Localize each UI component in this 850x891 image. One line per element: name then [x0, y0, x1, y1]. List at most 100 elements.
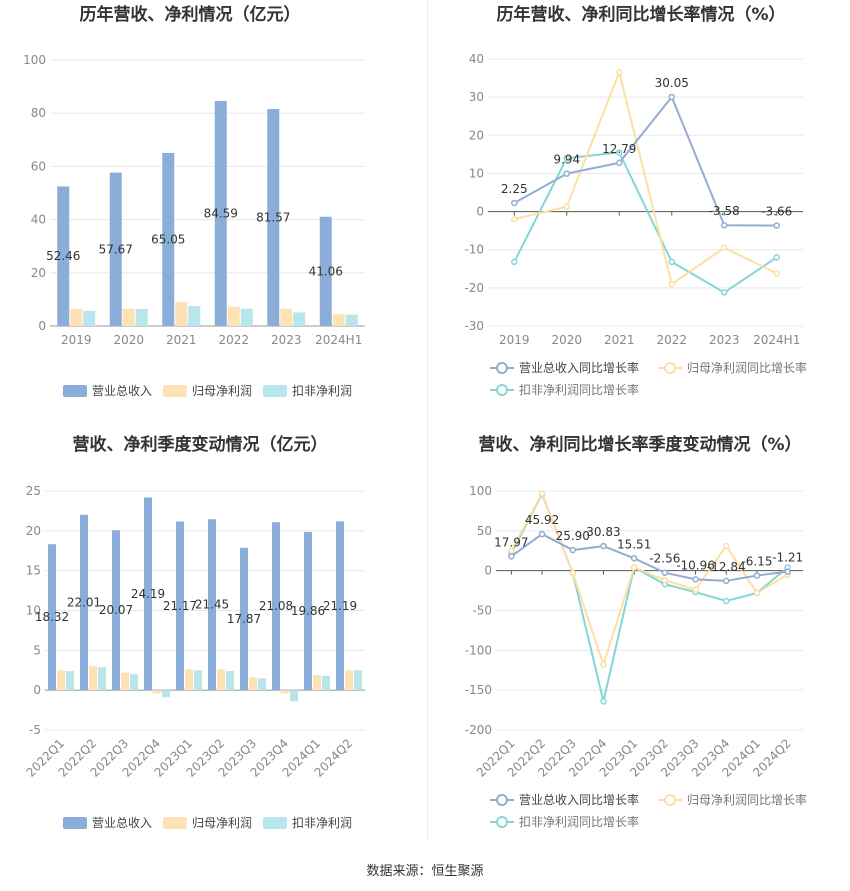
data-point	[721, 289, 728, 296]
y-tick-label: 0	[476, 205, 484, 219]
x-tick-label: 2024H1	[315, 333, 362, 347]
y-tick-label: -30	[464, 319, 484, 333]
bar-value-label: 84.59	[204, 206, 238, 220]
data-point	[723, 542, 730, 550]
x-tick-label: 2019	[499, 333, 530, 347]
chart-title: 历年营收、净利情况（亿元）	[80, 4, 301, 25]
data-point	[511, 258, 518, 266]
bar-revenue	[272, 522, 280, 691]
bar-deducted-profit	[83, 310, 96, 326]
bar-value-label: 17.87	[227, 612, 261, 626]
legend-label: 扣非净利润同比增长率	[519, 814, 639, 829]
data-point	[692, 586, 699, 594]
bar-value-label: 20.07	[99, 603, 133, 617]
data-point	[508, 553, 515, 560]
legend-swatch	[63, 385, 87, 397]
panel-divider	[427, 0, 428, 840]
bar-net-profit	[227, 306, 240, 326]
legend-marker	[664, 362, 676, 374]
bar-deducted-profit	[293, 312, 306, 326]
data-point	[773, 254, 780, 261]
bar-net-profit	[153, 690, 161, 694]
data-point	[600, 698, 607, 705]
data-point	[538, 490, 546, 497]
bar-net-profit	[332, 314, 345, 326]
data-point	[668, 93, 675, 101]
y-tick-label: 100	[469, 484, 492, 498]
legend-label: 营业总收入同比增长率	[519, 792, 639, 807]
point-value-label: 17.97	[494, 535, 528, 549]
bar-value-label: 24.19	[131, 587, 165, 601]
point-value-label: -2.56	[649, 552, 680, 566]
bar-net-profit	[345, 670, 353, 691]
bar-deducted-profit	[354, 670, 362, 691]
point-value-label: 9.94	[553, 153, 580, 167]
bar-deducted-profit	[188, 306, 201, 326]
y-tick-label: 10	[469, 166, 484, 180]
bar-revenue	[267, 109, 280, 326]
bar-deducted-profit	[240, 308, 253, 326]
data-point	[563, 154, 570, 162]
y-tick-label: 40	[469, 52, 484, 66]
quarterly-amounts-svg: 营收、净利季度变动情况（亿元） -505101520252022Q12022Q2…	[24, 434, 365, 830]
bar-value-label: 21.45	[195, 598, 229, 612]
y-tick-label: -150	[465, 683, 492, 697]
data-point	[563, 170, 570, 177]
series-line-1	[514, 69, 778, 286]
point-value-label: -6.15	[741, 555, 772, 569]
bar-deducted-profit	[98, 667, 106, 691]
bar-net-profit	[89, 666, 97, 691]
bar-deducted-profit	[135, 308, 148, 326]
bar-net-profit	[217, 669, 225, 691]
bar-revenue	[57, 186, 70, 326]
x-tick-label: 2023	[709, 333, 740, 347]
y-tick-label: -100	[465, 643, 492, 657]
bar-value-label: 21.19	[323, 599, 357, 613]
y-tick-label: 20	[26, 524, 41, 538]
legend-swatch	[263, 817, 287, 829]
series-line-0	[510, 532, 788, 582]
bar-revenue	[162, 152, 175, 326]
point-value-label: -3.58	[709, 204, 740, 218]
series-line-0	[513, 94, 777, 227]
data-point	[661, 576, 669, 584]
bar-revenue	[319, 216, 332, 326]
y-tick-label: 80	[31, 106, 46, 120]
y-tick-label: 0	[38, 319, 46, 333]
bar-net-profit	[175, 302, 188, 326]
legend-marker	[664, 794, 676, 806]
bar-value-label: 21.08	[259, 599, 293, 613]
bar-deducted-profit	[290, 690, 298, 702]
y-tick-label: 20	[31, 266, 46, 280]
bar-deducted-profit	[162, 690, 170, 698]
bar-net-profit	[121, 672, 129, 691]
x-tick-label: 2020	[113, 333, 144, 347]
data-point	[630, 564, 638, 571]
bar-net-profit	[57, 670, 65, 691]
point-value-label: 45.92	[525, 513, 559, 527]
chart-title: 历年营收、净利同比增长率情况（%）	[496, 4, 785, 25]
data-point	[538, 530, 546, 538]
data-source: 数据来源：恒生聚源	[366, 864, 484, 879]
bar-revenue	[48, 544, 56, 691]
chart-title: 营收、净利季度变动情况（亿元）	[73, 434, 328, 455]
quarterly-growth-svg: 营收、净利同比增长率季度变动情况（%） -200 -150 -100 -50 0 50 10…	[465, 434, 807, 829]
y-tick-label: 25	[26, 484, 41, 498]
bar-value-label: 57.67	[99, 242, 133, 256]
legend-label: 归母净利润	[192, 816, 252, 830]
legend-swatch	[263, 385, 287, 397]
point-value-label: -3.66	[761, 205, 792, 219]
y-tick-label: -200	[465, 723, 492, 737]
bar-net-profit	[280, 308, 293, 326]
legend-label: 归母净利润同比增长率	[687, 792, 807, 807]
y-tick-label: 50	[477, 524, 492, 538]
legend-label: 营业总收入	[92, 384, 152, 398]
bar-deducted-profit	[130, 674, 138, 691]
bar-revenue	[304, 531, 312, 691]
annual-growth-chart: 历年营收、净利同比增长率情况（%） -30 -20 -10 0 10 20 30 40 2019…	[428, 0, 850, 410]
legend-swatch	[163, 817, 187, 829]
data-point	[721, 244, 728, 252]
y-tick-label: 10	[26, 604, 41, 618]
y-tick-label: -5	[29, 723, 41, 737]
x-tick-label: 2021	[166, 333, 197, 347]
